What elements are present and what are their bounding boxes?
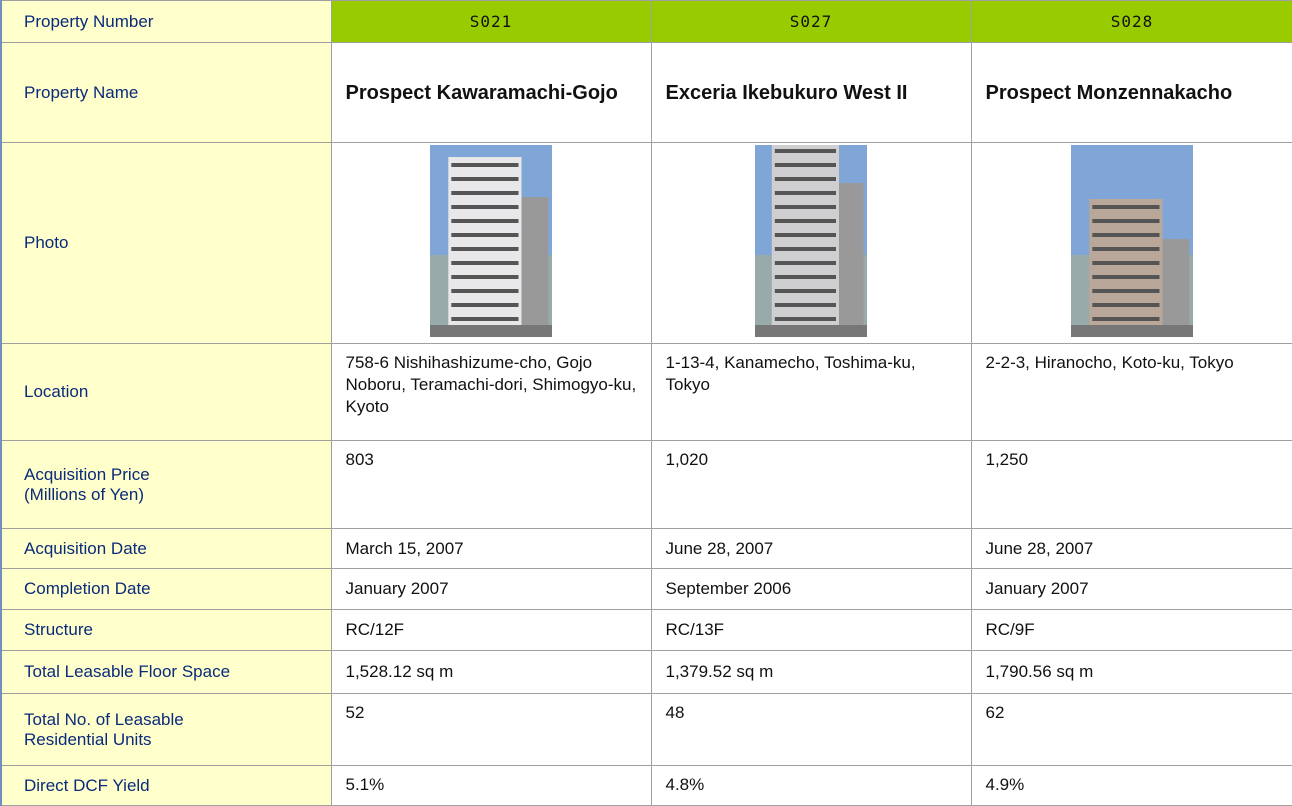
structure-cell: RC/9F — [970, 609, 1292, 651]
row-label: Photo — [0, 142, 332, 344]
table-row: Total No. of Leasable Residential Units 5… — [0, 693, 1292, 766]
price-cell: 1,020 — [650, 440, 972, 529]
units-cell: 52 — [330, 693, 652, 766]
table-row: Completion Date January 2007 September 200… — [0, 568, 1292, 610]
row-label: Total No. of Leasable Residential Units — [0, 693, 332, 766]
row-label: Location — [0, 343, 332, 441]
property-photo — [755, 143, 867, 337]
location-cell: 2-2-3, Hiranocho, Koto-ku, Tokyo — [970, 343, 1292, 441]
yield-cell: 4.8% — [650, 765, 972, 806]
photo-cell — [650, 142, 972, 344]
yield-cell: 5.1% — [330, 765, 652, 806]
photo-cell — [330, 142, 652, 344]
name-cell: Prospect Kawaramachi-Gojo — [330, 42, 652, 143]
completion-date-cell: January 2007 — [330, 568, 652, 610]
row-label: Completion Date — [0, 568, 332, 610]
completion-date-cell: January 2007 — [970, 568, 1292, 610]
acquisition-date-cell: June 28, 2007 — [650, 528, 972, 569]
name-cell: Prospect Monzennakacho — [970, 42, 1292, 143]
table-row: Direct DCF Yield 5.1% 4.8% 4.9% — [0, 765, 1292, 806]
number-cell: S028 — [970, 0, 1292, 43]
row-label: Structure — [0, 609, 332, 651]
property-photo — [430, 144, 552, 337]
row-label: Acquisition Date — [0, 528, 332, 569]
units-cell: 48 — [650, 693, 972, 766]
yield-cell: 4.9% — [970, 765, 1292, 806]
location-cell: 758-6 Nishihashizume-cho, Gojo Noboru, T… — [330, 343, 652, 441]
row-label: Property Name — [0, 42, 332, 143]
acquisition-date-cell: June 28, 2007 — [970, 528, 1292, 569]
price-cell: 1,250 — [970, 440, 1292, 529]
floor-space-cell: 1,528.12 sq m — [330, 650, 652, 694]
name-cell: Exceria Ikebukuro West II — [650, 42, 972, 143]
row-label: Acquisition Price (Millions of Yen) — [0, 440, 332, 529]
completion-date-cell: September 2006 — [650, 568, 972, 610]
property-photo — [1071, 144, 1193, 337]
number-cell: S027 — [650, 0, 972, 43]
photo-cell — [970, 142, 1292, 344]
number-cell: S021 — [330, 0, 652, 43]
table-row: Structure RC/12F RC/13F RC/9F — [0, 609, 1292, 651]
row-label: Total Leasable Floor Space — [0, 650, 332, 694]
floor-space-cell: 1,790.56 sq m — [970, 650, 1292, 694]
table-row: Acquisition Date March 15, 2007 June 28, 2… — [0, 528, 1292, 569]
row-label: Property Number — [0, 0, 332, 43]
table-row: Acquisition Price (Millions of Yen) 803 1,… — [0, 440, 1292, 529]
structure-cell: RC/13F — [650, 609, 972, 651]
units-cell: 62 — [970, 693, 1292, 766]
floor-space-cell: 1,379.52 sq m — [650, 650, 972, 694]
structure-cell: RC/12F — [330, 609, 652, 651]
table-row: Photo — [0, 142, 1292, 344]
price-cell: 803 — [330, 440, 652, 529]
location-cell: 1-13-4, Kanamecho, Toshima-ku, Tokyo — [650, 343, 972, 441]
row-label: Direct DCF Yield — [0, 765, 332, 806]
table-row: Property Name Prospect Kawaramachi-Gojo Ex… — [0, 42, 1292, 143]
table-row: Location 758-6 Nishihashizume-cho, Gojo N… — [0, 343, 1292, 441]
acquisition-date-cell: March 15, 2007 — [330, 528, 652, 569]
table-row: Property Number S021 S027 S028 — [0, 0, 1292, 43]
